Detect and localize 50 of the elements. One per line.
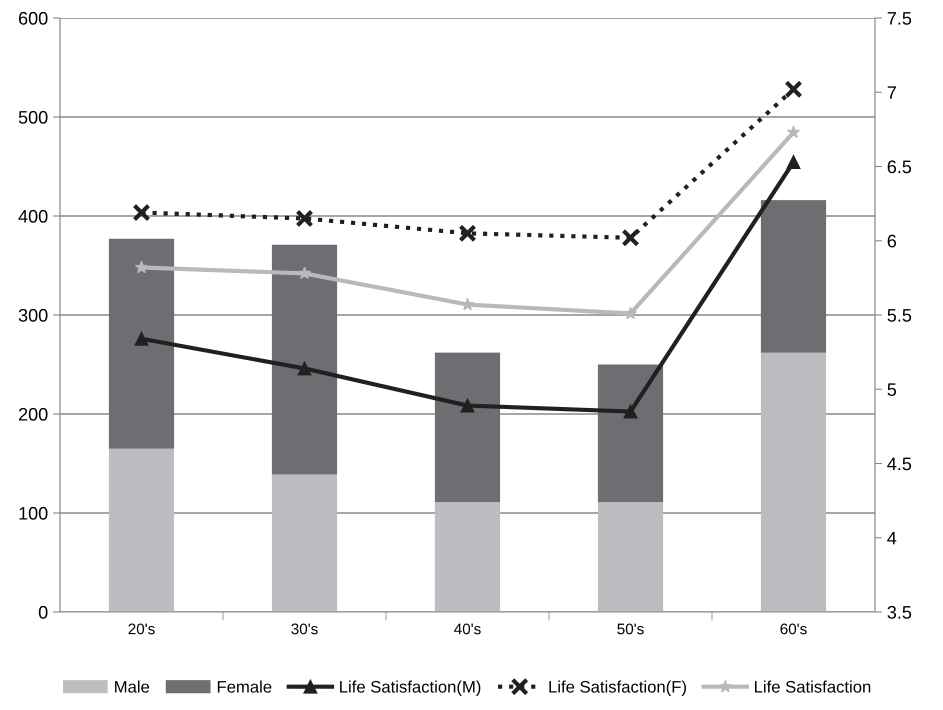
y2-tick-label: 3.5 bbox=[887, 606, 912, 619]
point bbox=[624, 306, 638, 320]
bar bbox=[598, 364, 664, 502]
legend-label: Life Satisfaction bbox=[755, 680, 870, 693]
point bbox=[298, 362, 312, 376]
point bbox=[458, 224, 477, 242]
y2-tick-label: 6.5 bbox=[888, 160, 912, 174]
point bbox=[460, 398, 474, 413]
bar bbox=[108, 448, 174, 612]
point bbox=[624, 404, 638, 418]
point bbox=[786, 125, 800, 138]
point bbox=[298, 266, 312, 280]
point bbox=[784, 80, 803, 98]
y2-tick-label: 4 bbox=[887, 532, 896, 544]
point bbox=[134, 260, 148, 274]
x-tick-label: 20's bbox=[128, 624, 155, 634]
bar bbox=[598, 502, 664, 612]
bar bbox=[434, 502, 500, 612]
x-tick-label: 40's bbox=[454, 624, 481, 634]
y2-tick-label: 5.5 bbox=[888, 309, 912, 322]
x-tick-label: 60's bbox=[780, 624, 807, 634]
bar bbox=[760, 352, 826, 612]
point bbox=[786, 155, 800, 169]
bar bbox=[272, 244, 338, 474]
x-tick-label: 50's bbox=[617, 624, 644, 634]
x-tick-label: 30's bbox=[291, 624, 318, 634]
y2-tick-label: 7 bbox=[888, 86, 896, 99]
point bbox=[134, 332, 148, 346]
y2-tick-label: 5 bbox=[888, 383, 896, 396]
y-tick-label: 400 bbox=[18, 210, 48, 223]
legend-label: Female bbox=[218, 680, 272, 693]
bar bbox=[272, 474, 338, 612]
point bbox=[132, 204, 151, 222]
y-tick-label: 0 bbox=[38, 606, 48, 619]
bar bbox=[108, 238, 174, 449]
y-tick-label: 600 bbox=[18, 12, 48, 25]
bar bbox=[760, 200, 826, 353]
y2-tick-label: 6 bbox=[888, 234, 896, 248]
y-tick-label: 500 bbox=[18, 110, 48, 124]
y2-tick-label: 7.5 bbox=[888, 12, 912, 25]
legend-label: Life Satisfaction(M) bbox=[340, 680, 480, 696]
y-tick-label: 100 bbox=[19, 506, 48, 520]
y-tick-label: 200 bbox=[18, 408, 48, 421]
legend-label: Life Satisfaction(F) bbox=[549, 680, 686, 696]
legend-label: Male bbox=[115, 680, 150, 693]
y-tick-label: 300 bbox=[18, 308, 48, 322]
y2-tick-label: 4.5 bbox=[887, 458, 912, 470]
point bbox=[295, 209, 314, 228]
point bbox=[621, 228, 640, 247]
bar bbox=[434, 352, 500, 502]
